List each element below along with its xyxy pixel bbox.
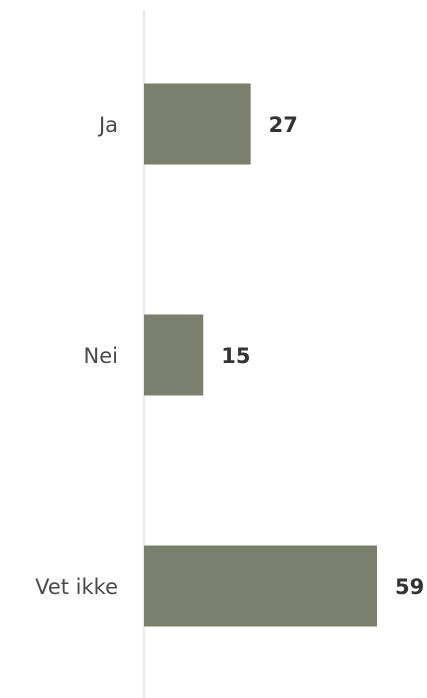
value-label-ja: 27	[269, 113, 298, 137]
category-labels-group: Ja Nei Vet ikke	[35, 113, 118, 599]
bar-nei	[144, 314, 204, 396]
value-labels-group: 27 15 59	[221, 113, 424, 599]
category-label-vet-ikke: Vet ikke	[35, 575, 118, 599]
value-label-nei: 15	[221, 344, 250, 368]
category-label-nei: Nei	[84, 344, 118, 368]
category-label-ja: Ja	[97, 113, 118, 137]
value-label-vet-ikke: 59	[395, 575, 424, 599]
bar-ja	[144, 83, 251, 165]
bars-group	[144, 83, 377, 627]
bar-vet-ikke	[144, 545, 377, 627]
